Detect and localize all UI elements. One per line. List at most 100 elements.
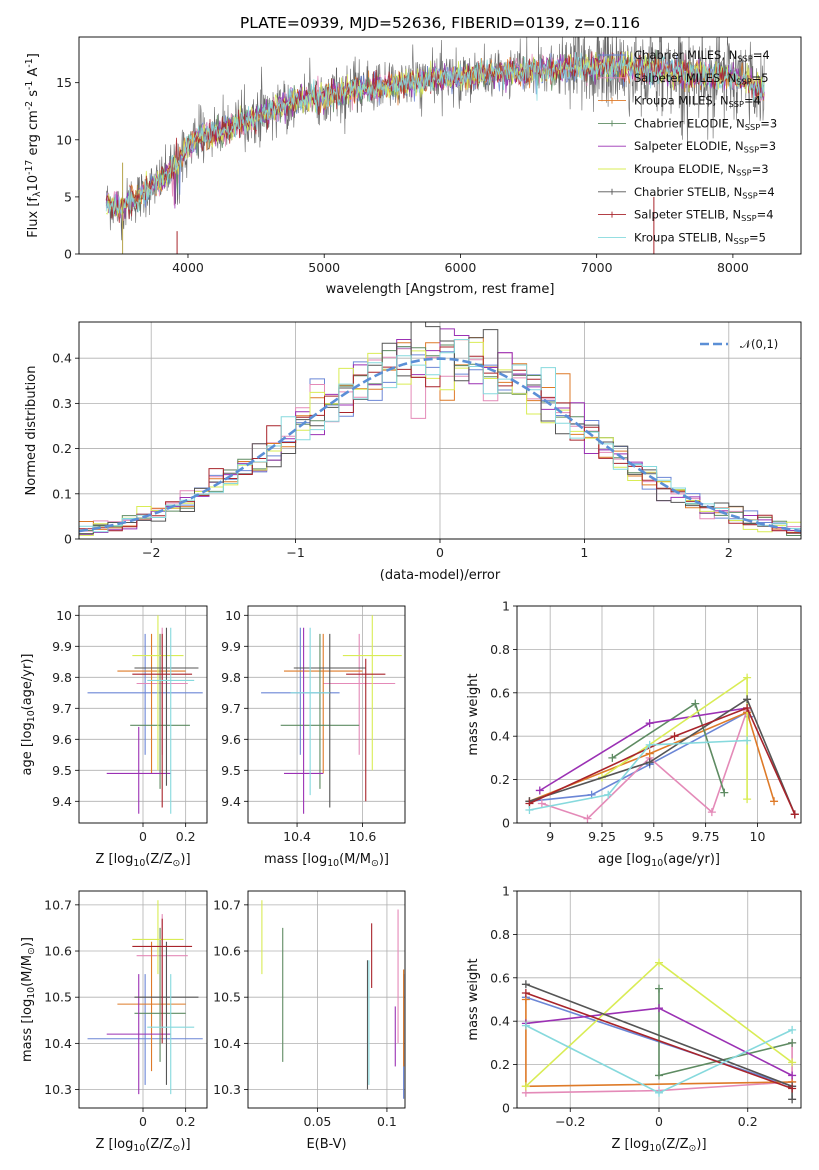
legend-entry: 𝒩(0,1) — [740, 337, 778, 351]
weight-point-marker — [645, 740, 654, 749]
x-tick-label: 4000 — [172, 260, 204, 275]
weight-point-marker — [790, 810, 799, 819]
y-tick-label: 9.9 — [52, 639, 72, 654]
y-axis-label: mass [log10(M/M⊙)] — [20, 937, 37, 1062]
legend-entry: Kroupa MILES, NSSP=4 — [634, 94, 761, 110]
weight-series-line — [529, 706, 796, 815]
weight-series-line — [529, 739, 748, 811]
y-tick-label: 10 — [56, 132, 72, 147]
chart-title: PLATE=0939, MJD=52636, FIBERID=0139, z=0… — [240, 14, 640, 32]
y-tick-label: 9.8 — [52, 670, 72, 685]
y-tick-label: 0.4 — [490, 1014, 510, 1029]
residuals-plot-area — [79, 322, 801, 539]
age_vs_mass-frame — [247, 605, 406, 824]
weight-point-marker — [521, 980, 530, 989]
y-tick-label: 9.7 — [52, 701, 72, 716]
y-tick-label: 9.8 — [221, 670, 241, 685]
age_vs_Z-plot-area — [87, 615, 203, 814]
y-tick-label: 0.8 — [490, 642, 510, 657]
weight-point-marker — [743, 673, 752, 682]
x-axis-label: mass [log10(M/M⊙)] — [264, 852, 389, 869]
x-tick-label: 8000 — [717, 260, 749, 275]
weight-point-marker — [655, 1071, 663, 1080]
x-tick-label: 6000 — [445, 260, 477, 275]
y-tick-label: 9.6 — [52, 732, 72, 747]
y-tick-label: 0.4 — [490, 729, 510, 744]
y-tick-label: 9.5 — [221, 763, 241, 778]
y-tick-label: 10 — [56, 608, 72, 623]
y-tick-label: 0.8 — [490, 927, 510, 942]
weight-point-marker — [788, 1095, 797, 1104]
weight-point-marker — [788, 1071, 797, 1080]
weight-point-marker — [535, 786, 544, 795]
y-tick-label: 0.4 — [52, 351, 72, 366]
weight-point-marker — [670, 732, 679, 741]
y-tick-label: 0 — [64, 247, 72, 262]
x-tick-label: 10.6 — [349, 829, 377, 844]
weight-point-marker — [655, 958, 663, 967]
x-tick-label: 0 — [139, 1114, 147, 1129]
y-tick-label: 0.6 — [490, 685, 510, 700]
x-tick-label: 9.5 — [644, 829, 664, 844]
weight-series-line — [529, 711, 775, 803]
x-tick-label: 0.2 — [738, 1114, 758, 1129]
weight-point-marker — [770, 797, 779, 806]
x-axis-label: Z [log10(Z/Z⊙)] — [95, 1137, 190, 1154]
y-tick-label: 0 — [502, 1101, 510, 1116]
y-tick-label: 10.6 — [44, 944, 72, 959]
x-tick-label: 9.75 — [692, 829, 720, 844]
weight-point-marker — [521, 1082, 530, 1091]
y-tick-label: 10.3 — [213, 1082, 241, 1097]
weight_vs_age-frame — [516, 605, 802, 824]
y-axis-label: age [log10(age/yr)] — [20, 654, 37, 776]
x-tick-label: 0.2 — [176, 829, 196, 844]
x-tick-label: 0 — [655, 1114, 663, 1129]
legend-entry: Salpeter ELODIE, NSSP=3 — [634, 139, 776, 155]
weight-series-line — [658, 988, 793, 1077]
mass_vs_Z-plot-area — [87, 900, 203, 1095]
y-axis-label: Normed distribution — [24, 366, 39, 496]
weight-point-marker — [655, 1004, 663, 1013]
spectrum-series-line — [105, 51, 765, 215]
y-tick-label: 15 — [56, 75, 72, 90]
y-tick-label: 5 — [64, 189, 72, 204]
weight-point-marker — [655, 984, 663, 993]
x-tick-label: 5000 — [308, 260, 340, 275]
y-axis-label: Flux [fλ10-17 erg cm-2 s-1 A-1] — [24, 53, 43, 238]
y-tick-label: 0.2 — [490, 772, 510, 787]
histogram-series — [79, 322, 801, 539]
y-tick-label: 10.3 — [44, 1082, 72, 1097]
weight-point-marker — [743, 703, 752, 712]
y-tick-label: 9.6 — [221, 732, 241, 747]
y-tick-label: 9.4 — [221, 794, 241, 809]
weight-point-marker — [788, 1025, 797, 1034]
x-tick-label: 0 — [139, 829, 147, 844]
x-tick-label: 10 — [750, 829, 766, 844]
age_vs_mass-plot-area — [261, 615, 402, 814]
weight-point-marker — [521, 988, 530, 997]
x-tick-label: −1 — [286, 545, 304, 560]
weight_vs_age-plot-area — [525, 673, 799, 823]
y-axis-label: mass weight — [466, 958, 481, 1040]
weight-point-marker — [788, 1084, 797, 1093]
y-tick-label: 1 — [502, 884, 510, 899]
weight-point-marker — [743, 695, 752, 704]
y-tick-label: 1 — [502, 599, 510, 614]
x-tick-label: 0.05 — [304, 1114, 332, 1129]
spectrum-plot-area — [105, 37, 765, 254]
weight-point-marker — [608, 753, 617, 762]
y-tick-label: 10.4 — [213, 1036, 241, 1051]
y-axis-label: mass weight — [466, 673, 481, 755]
x-axis-label: age [log10(age/yr)] — [598, 852, 720, 869]
y-tick-label: 10.5 — [44, 990, 72, 1005]
y-tick-label: 10.7 — [44, 897, 72, 912]
x-tick-label: 7000 — [581, 260, 613, 275]
legend-entry: Chabrier STELIB, NSSP=4 — [634, 185, 775, 201]
weight-point-marker — [743, 795, 752, 804]
y-tick-label: 0.6 — [490, 970, 510, 985]
normal-reference-curve — [79, 357, 801, 533]
weight-point-marker — [645, 719, 654, 728]
x-tick-label: 10.4 — [283, 829, 311, 844]
x-tick-label: 0 — [436, 545, 444, 560]
